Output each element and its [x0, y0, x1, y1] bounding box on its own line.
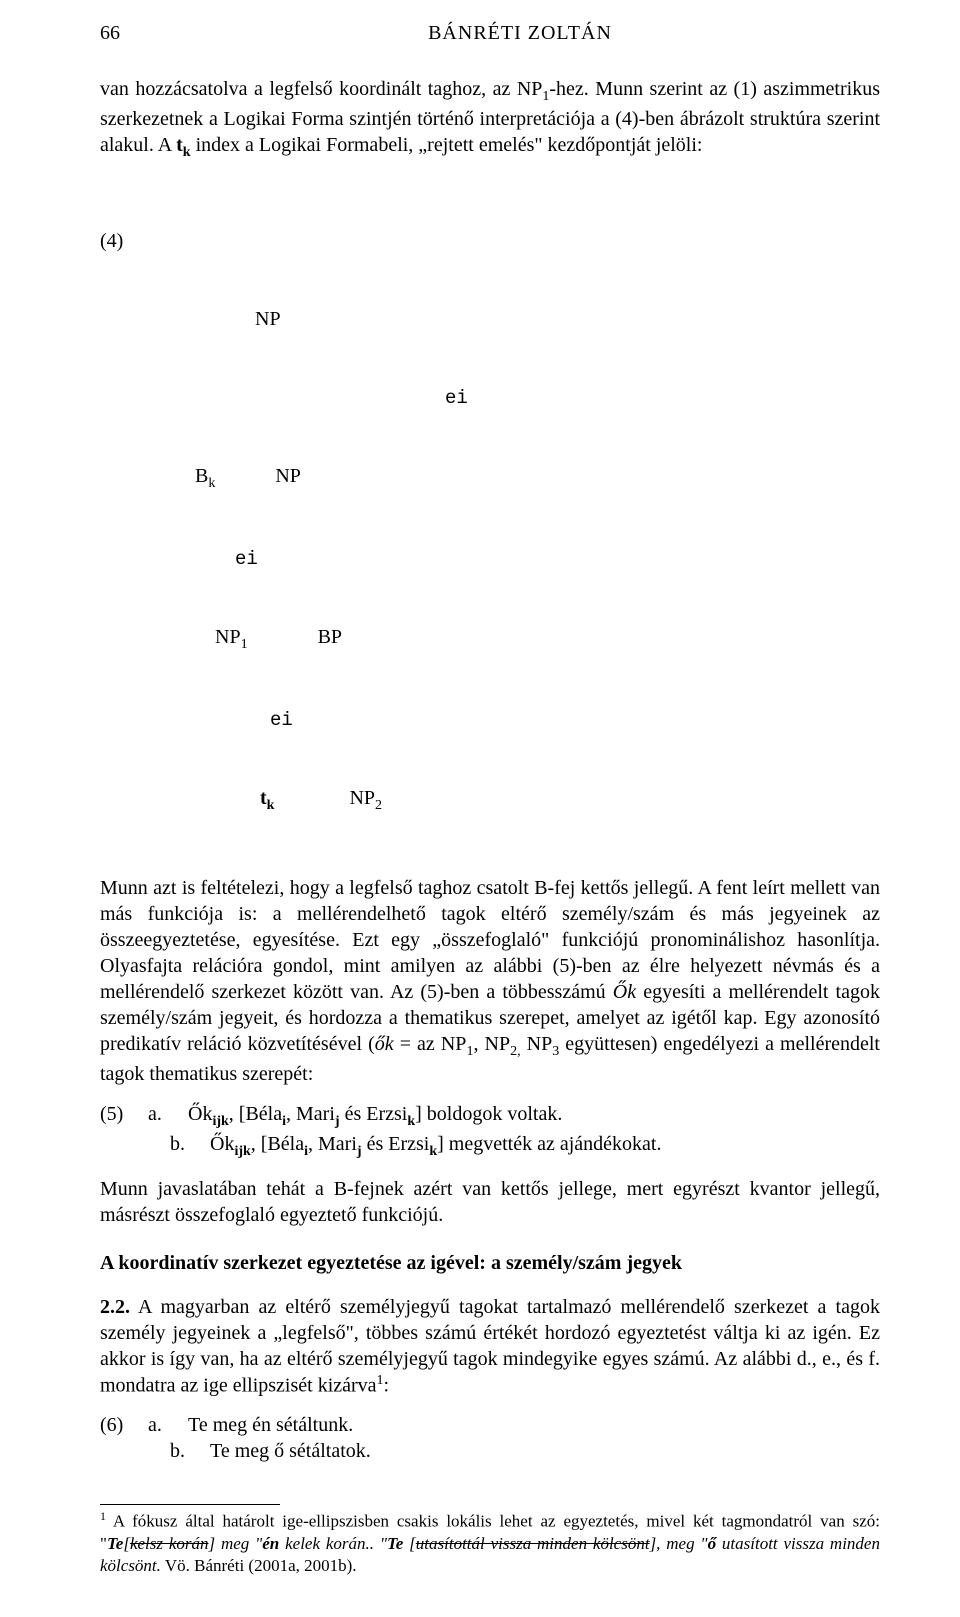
paragraph-3: Munn javaslatában tehát a B-fejnek azért…: [100, 1176, 880, 1228]
section-title: A koordinatív szerkezet egyeztetése az i…: [100, 1250, 880, 1276]
syntax-tree-4: (4) NP ei Bk NP ei: [100, 176, 880, 867]
paragraph-4: 2.2. A magyarban az eltérő személyjegyű …: [100, 1294, 880, 1399]
footnote-1: 1 A fókusz által határolt ige-ellipszisb…: [100, 1509, 880, 1577]
paragraph-1: van hozzácsatolva a legfelső koordinált …: [100, 76, 880, 162]
example-5: (5)a.Őkijk, [Bélai, Marij és Erzsik] bol…: [100, 1101, 880, 1161]
running-head: BÁNRÉTI ZOLTÁN: [160, 20, 880, 46]
footnote-rule: [100, 1504, 280, 1505]
paragraph-2: Munn azt is feltételezi, hogy a legfelső…: [100, 875, 880, 1087]
example-6: (6)a.Te meg én sétáltunk. b.Te meg ő sét…: [100, 1412, 880, 1464]
page-number: 66: [100, 20, 160, 46]
